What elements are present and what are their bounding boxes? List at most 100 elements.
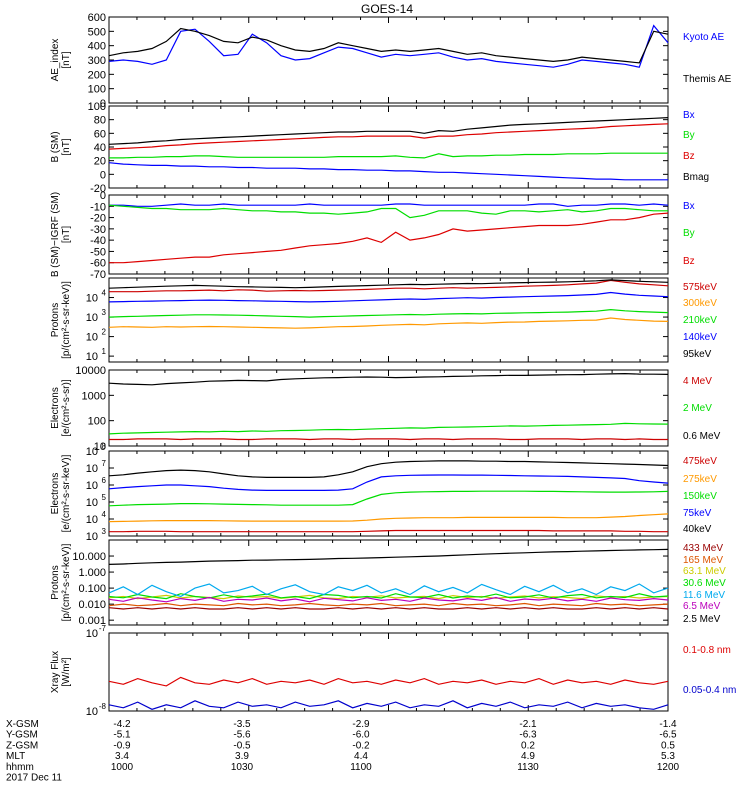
y-tick-label: 600 — [88, 12, 106, 24]
y-tick-label: 10 — [86, 480, 98, 492]
y-axis-label: Protons — [50, 565, 61, 599]
panel-frame — [108, 105, 669, 189]
series-line — [108, 372, 669, 386]
panel-frame — [108, 369, 669, 447]
series-line — [108, 422, 669, 435]
y-tick-label: 10 — [86, 293, 98, 305]
y-axis-label: Protons — [50, 303, 61, 337]
y-axis-label: [W/m²] — [61, 657, 72, 687]
panel-bsm_igrf: 0-10-20-30-40-50-60-70 B (SM)−IGRF (SM) [n… — [50, 190, 695, 281]
y-tick-label: 10 — [86, 351, 98, 363]
legend-entry: Themis AE — [683, 74, 732, 85]
footer-row-label: Y-GSM — [6, 730, 38, 741]
y-tick-label: 0.010 — [78, 599, 106, 611]
footer-value: 1000 — [111, 762, 134, 773]
series-line — [108, 593, 669, 600]
legend-entry: 210keV — [683, 315, 717, 326]
series-line — [108, 607, 669, 610]
y-tick-label: -20 — [90, 213, 106, 225]
footer-row-label: MLT — [6, 751, 25, 762]
y-tick-label: -10 — [90, 201, 106, 213]
y-tick-label: 60 — [94, 128, 106, 140]
y-tick-label: 100 — [88, 101, 106, 113]
y-tick-label: 1.000 — [78, 567, 106, 579]
y-tick-label: 0 — [100, 190, 106, 202]
y-tick-label: 400 — [88, 41, 106, 53]
series-line — [109, 438, 668, 441]
footer-value: -0.2 — [352, 740, 370, 751]
footer-value: 1200 — [657, 762, 680, 773]
footer-value: 0.2 — [521, 740, 535, 751]
footer-value: 1100 — [350, 762, 372, 773]
y-tick-label: -50 — [90, 246, 106, 258]
y-tick-label: 10000 — [75, 365, 106, 377]
legend-entry: Kyoto AE — [683, 32, 724, 43]
y-tick-exponent: 6 — [102, 476, 107, 485]
series-line — [108, 513, 669, 523]
y-axis-label: [e/(cm²-s-sr-keV)] — [61, 454, 72, 532]
y-tick-label: 0.001 — [78, 615, 106, 627]
footer-value: -6.5 — [659, 730, 677, 741]
legend-entry: Bz — [683, 256, 695, 267]
y-axis-label: [p/(cm²-s-sr-keV)] — [61, 543, 72, 621]
y-axis-label: [e/(cm²-s-sr)] — [61, 379, 72, 436]
footer-value: -5.6 — [233, 730, 251, 741]
series-line — [108, 548, 669, 565]
panel-protons_low: 10 1 10 2 10 3 10 4 Protons [p/(cm²-s-sr-keV)] 575… — [50, 277, 717, 363]
footer-value: 3.9 — [235, 751, 249, 762]
panel-electrons_mev: 10000 1000 100 10 Electrons [e/(cm²-s-sr)] 4 M… — [50, 365, 721, 453]
footer-value: 4.4 — [354, 751, 368, 762]
legend-entry: By — [683, 228, 695, 239]
panel-frame — [108, 539, 669, 626]
footer-value: 1130 — [517, 762, 539, 773]
y-tick-label: 20 — [94, 156, 106, 168]
y-tick-exponent: 7 — [102, 459, 107, 468]
y-tick-label: -30 — [90, 224, 106, 236]
y-tick-label: 10 — [94, 441, 106, 453]
series-line — [108, 117, 669, 145]
series-line — [108, 474, 669, 491]
series-line — [108, 279, 669, 289]
y-axis-label: Electrons — [50, 387, 61, 429]
footer-value: -6.3 — [519, 730, 537, 741]
y-tick-label: 80 — [94, 115, 106, 127]
footer-value: 5.3 — [661, 751, 675, 762]
legend-entry: 575keV — [683, 282, 717, 293]
legend-entry: 4 MeV — [683, 376, 712, 387]
footer-value: -1.4 — [659, 719, 677, 730]
y-tick-label: 10 — [86, 332, 98, 344]
y-tick-label: 100 — [88, 416, 106, 428]
series-line — [108, 162, 668, 181]
y-tick-label: 10.000 — [72, 551, 106, 563]
legend-entry: 0.05-0.4 nm — [683, 685, 736, 696]
legend-entry: By — [683, 130, 695, 141]
footer-value: 3.4 — [115, 751, 129, 762]
y-tick-label: 10 — [86, 628, 98, 640]
y-tick-label: 10 — [86, 312, 98, 324]
legend-entry: 40keV — [683, 524, 712, 535]
legend-entry: 475keV — [683, 456, 717, 467]
y-tick-exponent: 3 — [102, 308, 107, 317]
y-axis-label: B (SM) — [50, 131, 61, 162]
y-axis-label: [nT] — [61, 138, 72, 155]
y-tick-exponent: 2 — [102, 328, 107, 337]
y-axis-label: Electrons — [50, 473, 61, 515]
y-axis-label: [nT] — [61, 51, 72, 68]
series-line — [108, 460, 669, 478]
series-line — [108, 490, 669, 507]
y-tick-exponent: 1 — [102, 347, 107, 356]
y-tick-exponent: 8 — [102, 442, 107, 451]
y-tick-label: 10 — [86, 446, 98, 458]
y-tick-label: 200 — [88, 69, 106, 81]
y-tick-label: 300 — [88, 55, 106, 67]
chart-title: GOES-14 — [361, 2, 413, 16]
series-line — [108, 596, 669, 603]
y-tick-label: 500 — [88, 26, 106, 38]
y-tick-label: 0.100 — [78, 583, 106, 595]
panel-frame — [108, 632, 669, 712]
series-line — [108, 317, 669, 329]
legend-entry: 0.6 MeV — [683, 431, 721, 442]
y-tick-label: 10 — [86, 531, 98, 543]
